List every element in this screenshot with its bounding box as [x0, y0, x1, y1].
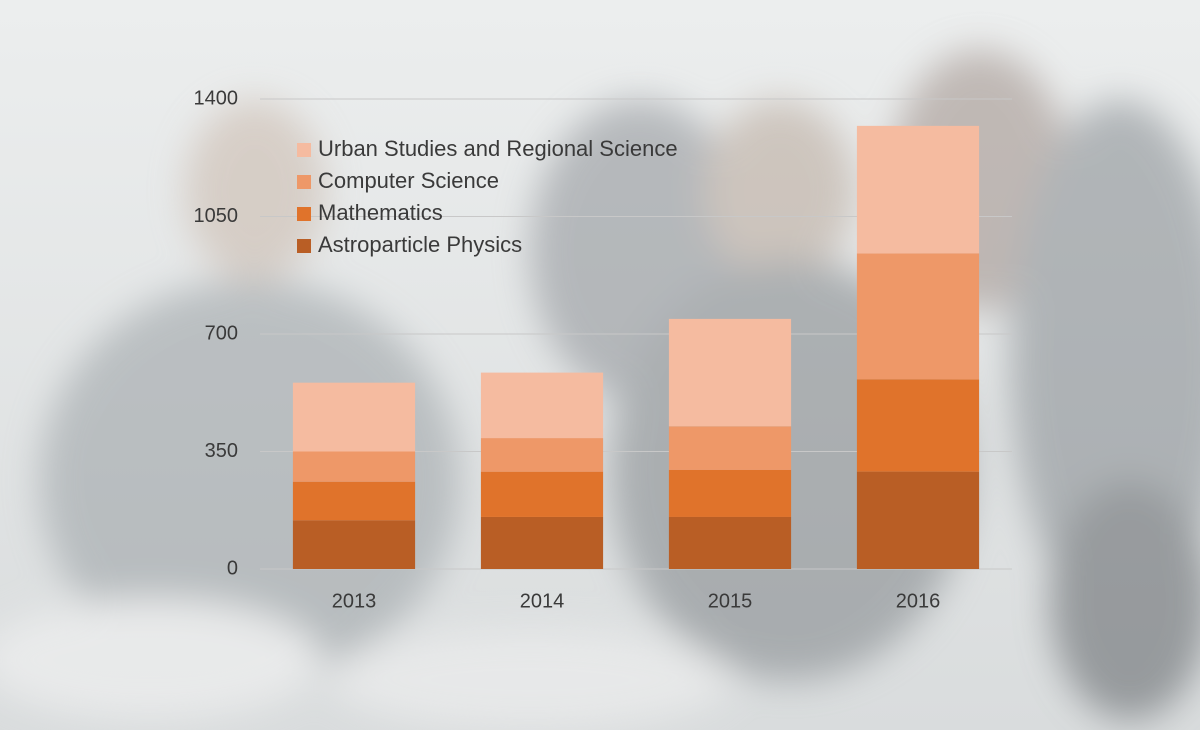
bar-segment: [668, 318, 792, 427]
x-tick-label: 2013: [332, 590, 377, 612]
bar-segment: [480, 471, 604, 517]
legend-swatch: [297, 207, 311, 221]
bar-segment: [292, 382, 416, 452]
y-tick-label: 700: [205, 322, 238, 344]
legend-label: Computer Science: [318, 168, 499, 193]
bar-segment: [668, 469, 792, 517]
bar-segment: [292, 451, 416, 482]
bar-segment: [856, 253, 980, 380]
legend-label: Urban Studies and Regional Science: [318, 136, 678, 161]
bar-segment: [292, 520, 416, 569]
legend-swatch: [297, 175, 311, 189]
y-tick-label: 1400: [194, 87, 239, 109]
legend-label: Astroparticle Physics: [318, 232, 522, 257]
legend-swatch: [297, 239, 311, 253]
bar-segment: [856, 125, 980, 254]
bar-segment: [668, 516, 792, 569]
bar-segment: [856, 379, 980, 472]
y-tick-label: 1050: [194, 205, 239, 227]
bar-segment: [480, 438, 604, 472]
bar-segment: [668, 426, 792, 470]
x-tick-label: 2014: [520, 590, 565, 612]
bar-segment: [856, 471, 980, 569]
x-tick-label: 2016: [896, 590, 941, 612]
legend-label: Mathematics: [318, 200, 443, 225]
legend-swatch: [297, 143, 311, 157]
bar-segment: [292, 481, 416, 521]
y-tick-label: 0: [227, 557, 238, 579]
bar-segment: [480, 516, 604, 569]
x-tick-label: 2015: [708, 590, 753, 612]
y-tick-label: 350: [205, 440, 238, 462]
bar-segment: [480, 372, 604, 439]
